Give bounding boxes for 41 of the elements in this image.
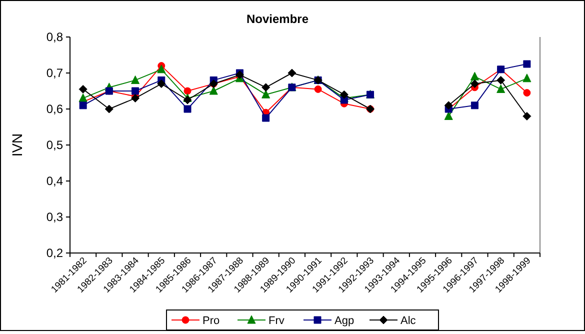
point	[131, 75, 140, 84]
point	[340, 90, 348, 99]
y-tick-label: 0,2	[46, 246, 64, 260]
y-tick-label: 0,5	[46, 138, 64, 152]
legend-label: Agp	[334, 314, 354, 327]
legend-label: Pro	[202, 314, 220, 327]
point	[209, 86, 218, 95]
point	[496, 76, 506, 84]
point	[523, 89, 531, 97]
point	[132, 87, 140, 95]
y-tick-label: 0,7	[46, 66, 64, 80]
legend-label: Frv	[268, 314, 285, 327]
point	[157, 64, 166, 74]
y-tick-label: 0,4	[46, 174, 64, 188]
point	[78, 93, 88, 102]
y-axis-title: IVN	[9, 133, 25, 157]
point	[523, 60, 531, 68]
y-tick-label: 0,6	[46, 102, 64, 116]
point	[262, 83, 270, 92]
point	[184, 105, 192, 113]
point	[522, 112, 532, 120]
point	[470, 102, 478, 110]
y-tick-label: 0,3	[46, 210, 64, 224]
legend-label: Alc	[400, 314, 416, 327]
point	[78, 84, 88, 94]
point	[470, 80, 479, 88]
point	[496, 84, 506, 93]
chart-title: Noviembre	[246, 12, 309, 26]
point	[288, 68, 296, 78]
point	[183, 96, 192, 104]
y-tick-label: 0,8	[46, 30, 64, 44]
point	[184, 87, 192, 95]
point	[104, 104, 114, 114]
point	[444, 101, 453, 110]
point	[262, 114, 270, 122]
point	[522, 74, 532, 82]
point	[79, 102, 87, 110]
point	[262, 90, 270, 98]
point	[157, 80, 166, 88]
point	[470, 72, 479, 80]
point	[314, 85, 322, 93]
